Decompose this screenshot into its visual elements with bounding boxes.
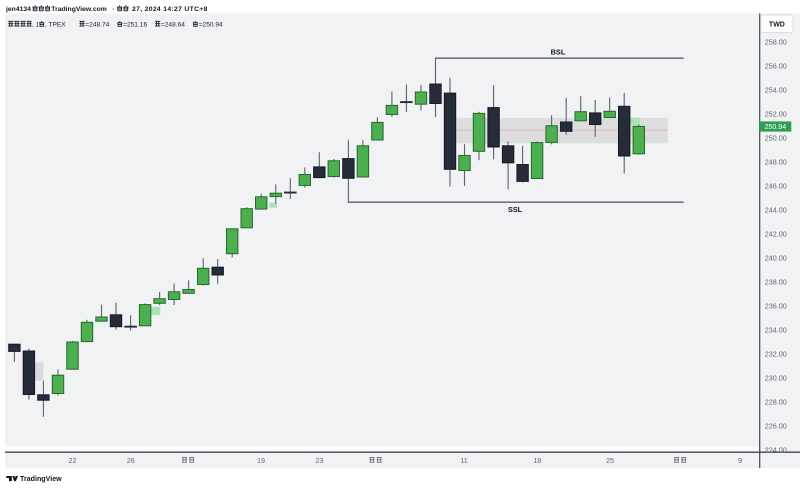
- svg-text:11: 11: [460, 456, 467, 465]
- svg-text:242.00: 242.00: [765, 229, 787, 238]
- svg-text:240.00: 240.00: [765, 253, 787, 262]
- svg-text:, 1: , 1: [32, 21, 40, 28]
- svg-text:, TPEX: , TPEX: [45, 21, 66, 28]
- svg-text:=250.94: =250.94: [199, 21, 223, 28]
- svg-text:TradingView: TradingView: [20, 475, 62, 483]
- svg-text:234.00: 234.00: [765, 325, 787, 334]
- svg-text:246.00: 246.00: [765, 181, 787, 190]
- svg-text:18: 18: [533, 456, 541, 465]
- svg-text:238.00: 238.00: [765, 277, 787, 286]
- svg-text:19: 19: [257, 456, 265, 465]
- svg-text:252.00: 252.00: [765, 109, 787, 118]
- svg-text:236.00: 236.00: [765, 301, 787, 310]
- svg-text:254.00: 254.00: [765, 85, 787, 94]
- svg-text:·: ·: [112, 6, 114, 13]
- svg-text:250.94: 250.94: [764, 123, 786, 131]
- svg-text:25: 25: [606, 456, 614, 465]
- svg-text:226.00: 226.00: [765, 421, 787, 430]
- svg-text:22: 22: [69, 456, 77, 465]
- svg-text:9: 9: [738, 456, 742, 465]
- svg-text:=251.16: =251.16: [123, 21, 147, 28]
- svg-text:248.00: 248.00: [765, 157, 787, 166]
- svg-text:TradingView.com: TradingView.com: [51, 6, 107, 13]
- svg-text:=248.64: =248.64: [161, 21, 185, 28]
- svg-text:224.00: 224.00: [765, 445, 787, 454]
- svg-text:232.00: 232.00: [765, 349, 787, 358]
- svg-text:23: 23: [316, 456, 324, 465]
- svg-text:256.00: 256.00: [765, 61, 787, 70]
- svg-text:244.00: 244.00: [765, 205, 787, 214]
- svg-text:SSL: SSL: [508, 205, 523, 214]
- svg-text:250.00: 250.00: [765, 133, 787, 142]
- svg-text:jen4134: jen4134: [5, 6, 31, 13]
- svg-text:228.00: 228.00: [765, 397, 787, 406]
- svg-text:258.00: 258.00: [765, 37, 787, 46]
- svg-text:=248.74: =248.74: [85, 21, 109, 28]
- svg-text:TWD: TWD: [769, 22, 785, 29]
- svg-text:230.00: 230.00: [765, 373, 787, 382]
- svg-text:26: 26: [127, 456, 135, 465]
- svg-text:BSL: BSL: [551, 48, 566, 57]
- svg-text:27, 2024 14:27 UTC+8: 27, 2024 14:27 UTC+8: [132, 6, 208, 13]
